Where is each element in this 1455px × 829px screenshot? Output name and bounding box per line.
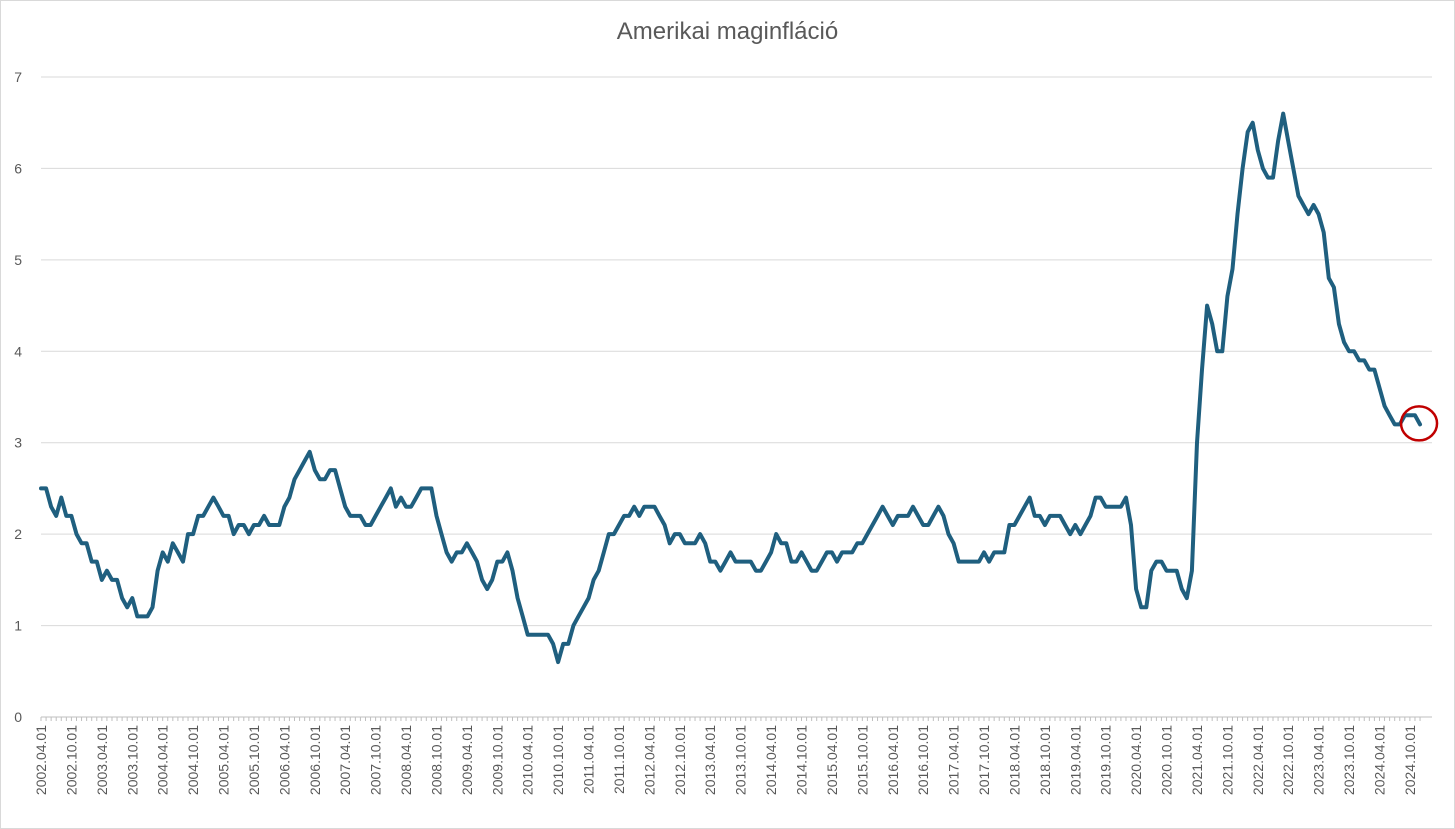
x-tick-label: 2018.04.01	[1006, 725, 1022, 795]
x-tick-label: 2024.10.01	[1402, 725, 1418, 795]
x-tick-label: 2007.10.01	[368, 725, 384, 795]
x-tick-label: 2022.10.01	[1280, 725, 1296, 795]
x-tick-label: 2011.04.01	[581, 725, 597, 794]
x-tick-label: 2018.10.01	[1037, 725, 1053, 795]
x-tick-label: 2004.10.01	[185, 725, 201, 795]
x-tick-label: 2013.10.01	[733, 725, 749, 795]
x-tick-label: 2006.10.01	[307, 725, 323, 795]
x-tick-label: 2024.04.01	[1371, 725, 1387, 795]
x-tick-label: 2014.10.01	[794, 725, 810, 795]
y-tick-label: 3	[14, 435, 22, 451]
x-tick-label: 2023.10.01	[1341, 725, 1357, 795]
x-tick-label: 2005.10.01	[246, 725, 262, 795]
x-tick-label: 2002.04.01	[33, 725, 49, 795]
y-tick-label: 4	[14, 343, 22, 359]
x-tick-label: 2002.10.01	[63, 725, 79, 795]
x-tick-label: 2009.04.01	[459, 725, 475, 795]
chart-title: Amerikai maginfláció	[616, 18, 839, 45]
y-tick-label: 2	[14, 526, 22, 542]
x-tick-label: 2021.10.01	[1219, 725, 1235, 795]
x-tick-label: 2009.10.01	[489, 725, 505, 795]
x-tick-label: 2003.10.01	[124, 725, 140, 795]
x-tick-label: 2016.04.01	[885, 725, 901, 795]
x-tick-label: 2004.04.01	[155, 725, 171, 795]
x-tick-label: 2012.04.01	[641, 725, 657, 795]
series-line	[39, 111, 1422, 665]
x-tick-label: 2023.04.01	[1311, 725, 1327, 795]
x-tick-label: 2015.10.01	[854, 725, 870, 795]
x-tick-label: 2008.04.01	[398, 725, 414, 795]
x-tick-label: 2017.10.01	[976, 725, 992, 795]
x-tick-label: 2019.10.01	[1098, 725, 1114, 795]
x-tick-label: 2007.04.01	[337, 725, 353, 795]
x-tick-label: 2003.04.01	[94, 725, 110, 795]
x-tick-label: 2006.04.01	[276, 725, 292, 795]
x-tick-label: 2012.10.01	[672, 725, 688, 795]
y-tick-label: 7	[14, 69, 22, 85]
x-tick-label: 2011.10.01	[611, 725, 627, 794]
y-tick-label: 5	[14, 252, 22, 268]
x-tick-label: 2021.04.01	[1189, 725, 1205, 795]
x-tick-label: 2010.10.01	[550, 725, 566, 795]
y-tick-label: 1	[14, 618, 22, 634]
x-tick-label: 2020.04.01	[1128, 725, 1144, 795]
x-tick-label: 2017.04.01	[946, 725, 962, 795]
x-tick-label: 2015.04.01	[824, 725, 840, 795]
x-tick-label: 2019.04.01	[1067, 725, 1083, 795]
y-tick-label: 6	[14, 160, 22, 176]
x-tick-label: 2005.04.01	[216, 725, 232, 795]
x-tick-label: 2022.04.01	[1250, 725, 1266, 795]
x-tick-label: 2020.10.01	[1159, 725, 1175, 795]
x-tick-label: 2013.04.01	[702, 725, 718, 795]
highlight-circle	[1399, 405, 1439, 442]
y-tick-label: 0	[14, 709, 22, 725]
x-tick-label: 2010.04.01	[520, 725, 536, 795]
x-tick-label: 2016.10.01	[915, 725, 931, 795]
x-tick-label: 2014.04.01	[763, 725, 779, 795]
x-tick-label: 2008.10.01	[428, 725, 444, 795]
